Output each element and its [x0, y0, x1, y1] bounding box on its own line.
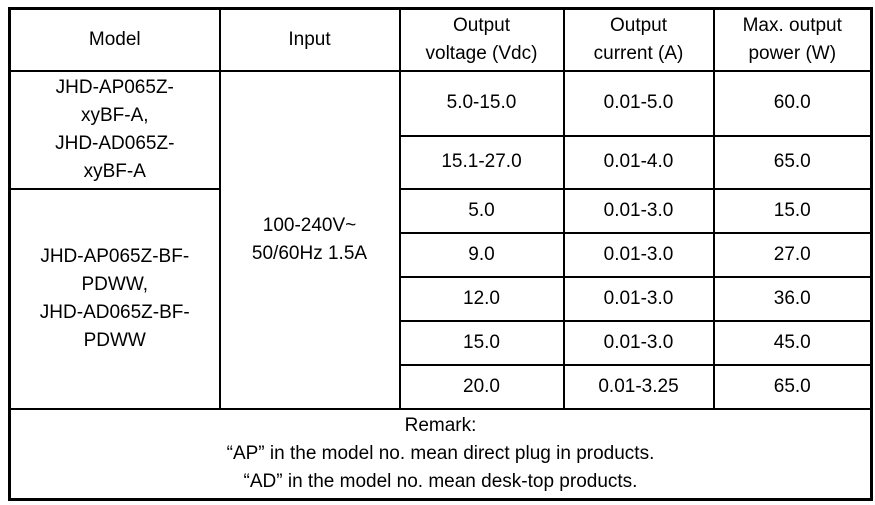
table-row: 15.0 0.01-3.0 45.0 — [10, 320, 873, 366]
col-header-current: Output current (A) — [562, 7, 715, 72]
current-cell: 0.01-3.0 — [562, 320, 715, 366]
table-row: 20.0 0.01-3.25 65.0 — [10, 364, 873, 410]
header-row: Model Input Output voltage (Vdc) Output … — [8, 7, 873, 72]
current-cell: 0.01-5.0 — [562, 70, 715, 137]
spec-table: Model Input Output voltage (Vdc) Output … — [8, 7, 873, 501]
table-row: 15.1-27.0 0.01-4.0 65.0 — [10, 134, 873, 191]
table-row: JHD-AP065Z-BF- PDWW, JHD-AD065Z-BF- PDWW… — [8, 188, 873, 410]
voltage-cell: 20.0 — [398, 364, 565, 410]
model-group-1-cell: JHD-AP065Z- xyBF-A, JHD-AD065Z- xyBF-A — [8, 70, 221, 190]
power-cell: 15.0 — [712, 188, 873, 234]
model-group-2-cell: JHD-AP065Z-BF- PDWW, JHD-AD065Z-BF- PDWW — [8, 188, 221, 410]
current-cell: 0.01-4.0 — [562, 134, 715, 191]
current-cell: 0.01-3.0 — [562, 188, 715, 234]
current-cell: 0.01-3.25 — [562, 364, 715, 410]
voltage-cell: 12.0 — [398, 276, 565, 322]
current-cell: 0.01-3.0 — [562, 276, 715, 322]
voltage-cell: 15.1-27.0 — [398, 134, 565, 191]
voltage-cell: 15.0 — [398, 320, 565, 366]
col-header-voltage: Output voltage (Vdc) — [398, 7, 565, 72]
col-header-model: Model — [8, 7, 221, 72]
voltage-cell: 5.0 — [398, 188, 565, 234]
input-cell: 100-240V~ 50/60Hz 1.5A — [218, 70, 401, 410]
power-cell: 65.0 — [712, 134, 873, 191]
power-cell: 60.0 — [712, 70, 873, 137]
current-cell: 0.01-3.0 — [562, 232, 715, 278]
table-row: 12.0 0.01-3.0 36.0 — [10, 276, 873, 322]
remark-cell: Remark: “AP” in the model no. mean direc… — [8, 408, 873, 501]
remark-row: Remark: “AP” in the model no. mean direc… — [8, 408, 873, 501]
power-cell: 27.0 — [712, 232, 873, 278]
voltage-cell: 9.0 — [398, 232, 565, 278]
voltage-cell: 5.0-15.0 — [398, 70, 565, 137]
table-row: 9.0 0.01-3.0 27.0 — [10, 232, 873, 278]
power-cell: 36.0 — [712, 276, 873, 322]
col-header-input: Input — [218, 7, 401, 72]
power-cell: 45.0 — [712, 320, 873, 366]
power-cell: 65.0 — [712, 364, 873, 410]
col-header-power: Max. output power (W) — [712, 7, 873, 72]
table-row: JHD-AP065Z- xyBF-A, JHD-AD065Z- xyBF-A 1… — [8, 70, 873, 410]
